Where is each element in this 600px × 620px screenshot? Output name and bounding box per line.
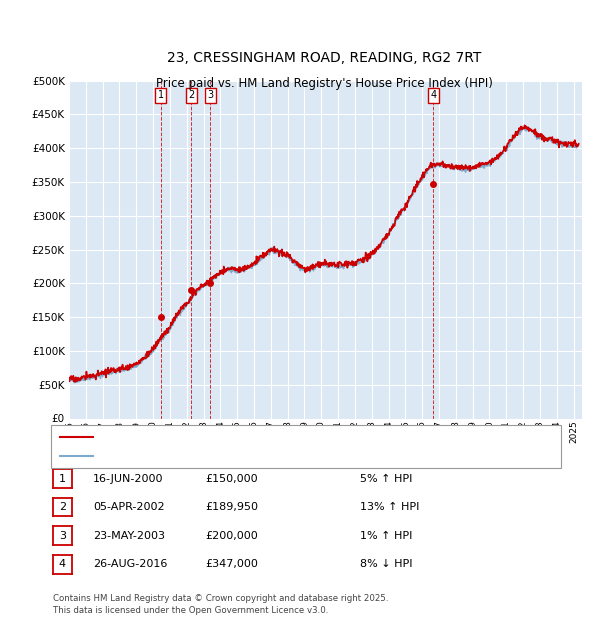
Text: 23-MAY-2003: 23-MAY-2003 (93, 531, 165, 541)
Text: £189,950: £189,950 (205, 502, 258, 512)
Text: 1: 1 (59, 474, 66, 484)
Text: 1: 1 (158, 91, 164, 100)
Text: 8% ↓ HPI: 8% ↓ HPI (360, 559, 413, 569)
Text: 3: 3 (59, 531, 66, 541)
Text: Contains HM Land Registry data © Crown copyright and database right 2025.
This d: Contains HM Land Registry data © Crown c… (53, 593, 388, 615)
Text: 4: 4 (430, 91, 436, 100)
Text: 2: 2 (188, 91, 194, 100)
Text: 05-APR-2002: 05-APR-2002 (93, 502, 164, 512)
Text: 13% ↑ HPI: 13% ↑ HPI (360, 502, 419, 512)
Text: 1% ↑ HPI: 1% ↑ HPI (360, 531, 412, 541)
Text: 16-JUN-2000: 16-JUN-2000 (93, 474, 163, 484)
Text: £200,000: £200,000 (205, 531, 258, 541)
Text: 23, CRESSINGHAM ROAD, READING, RG2 7RT: 23, CRESSINGHAM ROAD, READING, RG2 7RT (167, 51, 481, 65)
Text: 4: 4 (59, 559, 66, 569)
Text: 2: 2 (59, 502, 66, 512)
Text: HPI: Average price, semi-detached house, Reading: HPI: Average price, semi-detached house,… (99, 451, 347, 461)
Text: £347,000: £347,000 (205, 559, 258, 569)
Text: Price paid vs. HM Land Registry's House Price Index (HPI): Price paid vs. HM Land Registry's House … (155, 78, 493, 91)
Text: £150,000: £150,000 (205, 474, 258, 484)
Text: 26-AUG-2016: 26-AUG-2016 (93, 559, 167, 569)
Text: 23, CRESSINGHAM ROAD, READING, RG2 7RT (semi-detached house): 23, CRESSINGHAM ROAD, READING, RG2 7RT (… (99, 432, 437, 442)
Text: 5% ↑ HPI: 5% ↑ HPI (360, 474, 412, 484)
Text: 3: 3 (207, 91, 213, 100)
